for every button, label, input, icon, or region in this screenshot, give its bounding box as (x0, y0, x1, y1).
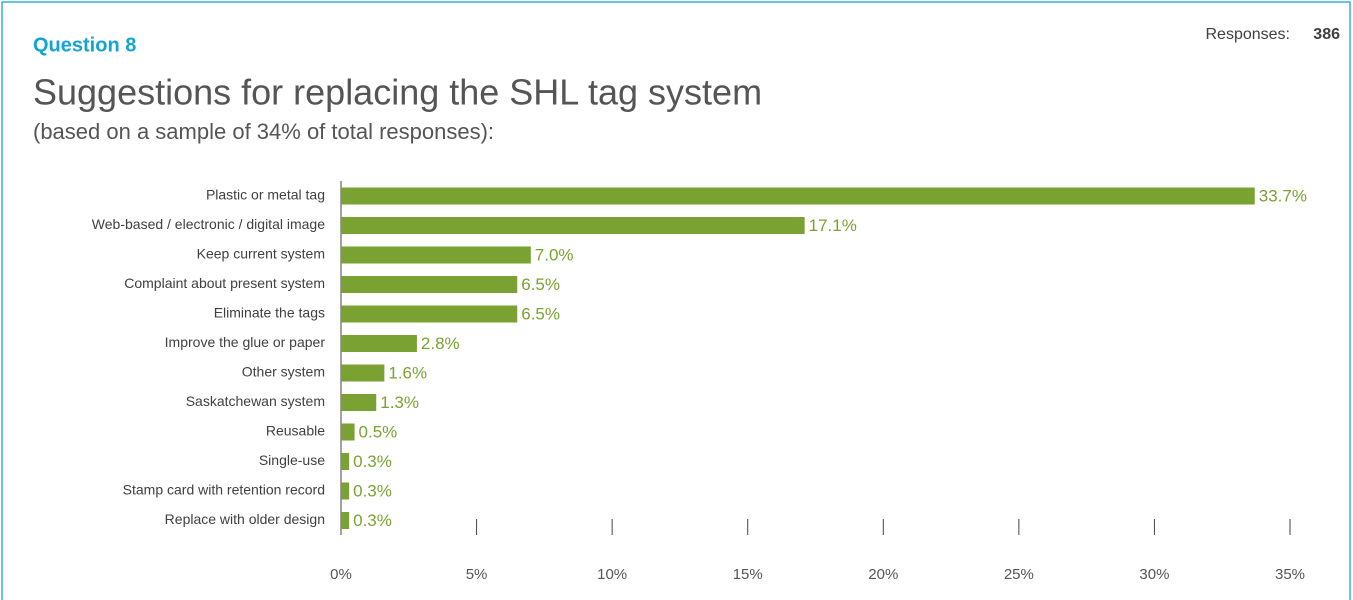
bar (341, 335, 417, 352)
value-label: 0.3% (353, 452, 392, 471)
category-label: Web-based / electronic / digital image (92, 216, 325, 232)
category-label: Plastic or metal tag (206, 187, 325, 203)
value-label: 33.7% (1259, 186, 1307, 205)
category-label: Improve the glue or paper (165, 334, 326, 350)
bar (341, 187, 1255, 205)
bar (341, 246, 531, 264)
responses-count: 386 (1313, 26, 1340, 43)
category-label: Keep current system (197, 246, 325, 262)
bar (341, 423, 355, 441)
bar (341, 482, 350, 500)
chart-subtitle: (based on a sample of 34% of total respo… (33, 119, 494, 144)
x-tick-label: 15% (733, 566, 763, 583)
category-label: Saskatchewan system (186, 393, 325, 409)
category-label: Stamp card with retention record (123, 482, 325, 498)
category-label: Other system (242, 364, 325, 380)
category-label: Reusable (266, 423, 325, 439)
value-label: 6.5% (521, 275, 560, 294)
value-label: 7.0% (535, 245, 574, 264)
bar (341, 512, 350, 529)
x-tick-label: 5% (466, 566, 488, 583)
value-label: 1.6% (388, 363, 427, 382)
responses-label: Responses: (1206, 26, 1291, 43)
bar (341, 305, 518, 323)
category-label: Single-use (259, 452, 325, 468)
bar (341, 394, 377, 411)
category-label: Eliminate the tags (214, 305, 325, 321)
value-label: 1.3% (380, 393, 419, 412)
bar (341, 453, 350, 470)
category-label: Complaint about present system (124, 275, 325, 291)
bar (341, 276, 518, 293)
value-label: 0.3% (353, 481, 392, 500)
x-tick-label: 25% (1004, 566, 1034, 583)
value-label: 6.5% (521, 304, 560, 323)
x-tick-label: 10% (597, 566, 627, 583)
value-label: 2.8% (421, 334, 460, 353)
value-label: 0.3% (353, 511, 392, 530)
x-tick-label: 30% (1139, 566, 1169, 583)
category-label: Replace with older design (165, 511, 325, 527)
x-tick-label: 0% (330, 566, 352, 583)
x-tick-label: 20% (868, 566, 898, 583)
x-tick-label: 35% (1275, 566, 1305, 583)
value-label: 0.5% (359, 422, 398, 441)
question-header: Question 8 (33, 34, 136, 56)
value-label: 17.1% (809, 216, 857, 235)
bar (341, 217, 805, 234)
bar (341, 364, 385, 382)
chart-title: Suggestions for replacing the SHL tag sy… (33, 72, 762, 113)
